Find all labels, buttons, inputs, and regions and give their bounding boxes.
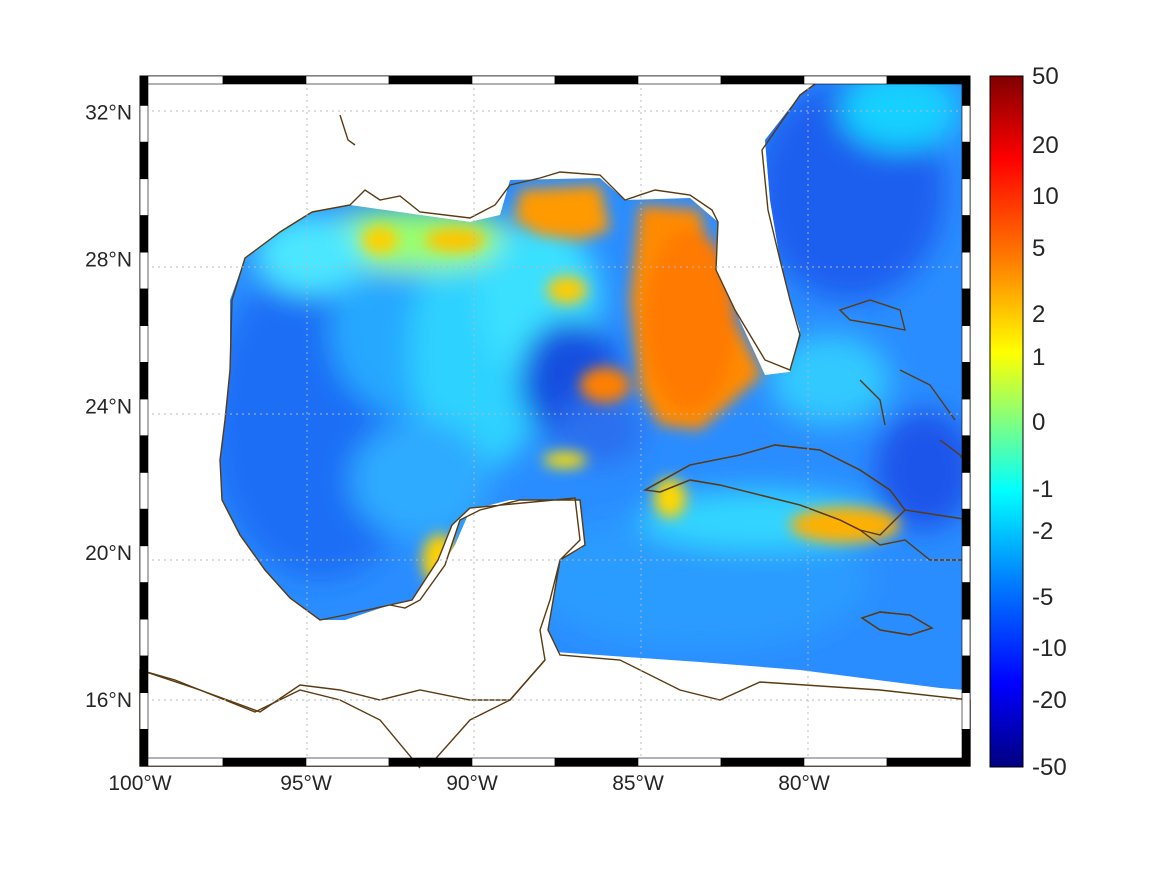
frame-segment (961, 178, 971, 216)
frame-segment (139, 105, 149, 143)
frame-segment (305, 757, 390, 767)
latitude-tick-label: 20°N (85, 542, 132, 565)
colorbar-tick-label: -2 (1032, 518, 1053, 545)
frame-segment (139, 398, 149, 436)
frame-segment (139, 141, 149, 180)
frame-segment (554, 75, 639, 85)
frame-segment (139, 508, 149, 547)
colorbar-gradient (989, 75, 1024, 768)
frame-segment (554, 757, 639, 767)
longitude-tick-label: 85°W (612, 772, 664, 795)
frame-segment (886, 757, 971, 767)
frame-segment (720, 75, 805, 85)
graticule (140, 76, 970, 766)
latitude-tick-label: 28°N (85, 249, 132, 272)
frame-segment (139, 757, 224, 767)
frame-segment (139, 692, 149, 730)
frame-segment (139, 75, 149, 106)
colorbar-tick-label: 1 (1032, 344, 1045, 371)
coastlines (139, 83, 971, 769)
frame-segment (961, 288, 971, 326)
colorbar-tick-label: -5 (1032, 584, 1053, 611)
colorbar-tick-label: -20 (1032, 687, 1067, 714)
frame-segment (139, 75, 224, 85)
frame-segment (961, 435, 971, 473)
frame-segment (961, 251, 971, 290)
frame-segment (803, 75, 888, 85)
frame-segment (961, 361, 971, 400)
frame-segment (637, 757, 722, 767)
colorbar-tick-label: 50 (1032, 63, 1059, 90)
frame-segment (139, 545, 149, 583)
frame-segment (961, 215, 971, 253)
frame-segment (961, 325, 971, 363)
longitude-tick-label: 100°W (108, 772, 171, 795)
frame-segment (139, 178, 149, 216)
frame-segment (471, 75, 556, 85)
longitude-tick-labels: 100°W 95°W 90°W 85°W 80°W (108, 772, 830, 795)
frame-segment (961, 472, 971, 510)
frame-segment (961, 508, 971, 547)
colorbar-tick-label: 20 (1032, 132, 1059, 159)
colorbar-tick-label: -50 (1032, 754, 1067, 781)
frame-segment (222, 75, 307, 85)
frame-segment (961, 618, 971, 657)
frame-segment (803, 757, 888, 767)
frame-segment (961, 398, 971, 436)
frame-segment (961, 692, 971, 730)
frame-segment (961, 728, 971, 767)
frame-segment (961, 545, 971, 583)
frame-segment (139, 728, 149, 767)
frame-segment (886, 75, 971, 85)
frame-segment (471, 757, 556, 767)
colorbar-tick-label: -10 (1032, 635, 1067, 662)
longitude-tick-label: 95°W (280, 772, 332, 795)
frame-segment (388, 75, 473, 85)
frame-segment (139, 655, 149, 693)
colorbar-tick-label: 2 (1032, 301, 1045, 328)
frame-segment (139, 215, 149, 253)
longitude-tick-label: 90°W (446, 772, 498, 795)
longitude-tick-label: 80°W (778, 772, 830, 795)
frame-segment (961, 75, 971, 106)
frame-segment (961, 582, 971, 620)
data-field (220, 84, 965, 690)
latitude-tick-label: 24°N (85, 395, 132, 418)
colorbar-tick-label: -1 (1032, 476, 1053, 503)
colorbar-tick-label: 5 (1032, 235, 1045, 262)
latitude-tick-label: 32°N (85, 102, 132, 125)
frame-segment (961, 105, 971, 143)
map-frame (139, 75, 971, 767)
latitude-tick-labels: 32°N 28°N 24°N 20°N 16°N (85, 102, 132, 712)
frame-segment (139, 435, 149, 473)
colorbar-tick-label: 10 (1032, 183, 1059, 210)
frame-segment (388, 757, 473, 767)
frame-segment (222, 757, 307, 767)
frame-segment (139, 325, 149, 363)
frame-segment (305, 75, 390, 85)
frame-segment (139, 582, 149, 620)
frame-segment (139, 251, 149, 290)
frame-segment (637, 75, 722, 85)
frame-segment (961, 655, 971, 693)
frame-segment (139, 472, 149, 510)
frame-segment (139, 288, 149, 326)
frame-segment (720, 757, 805, 767)
frame-segment (139, 361, 149, 400)
latitude-tick-label: 16°N (85, 689, 132, 712)
colorbar-tick-label: 0 (1032, 409, 1045, 436)
frame-segment (961, 141, 971, 180)
frame-segment (139, 618, 149, 657)
